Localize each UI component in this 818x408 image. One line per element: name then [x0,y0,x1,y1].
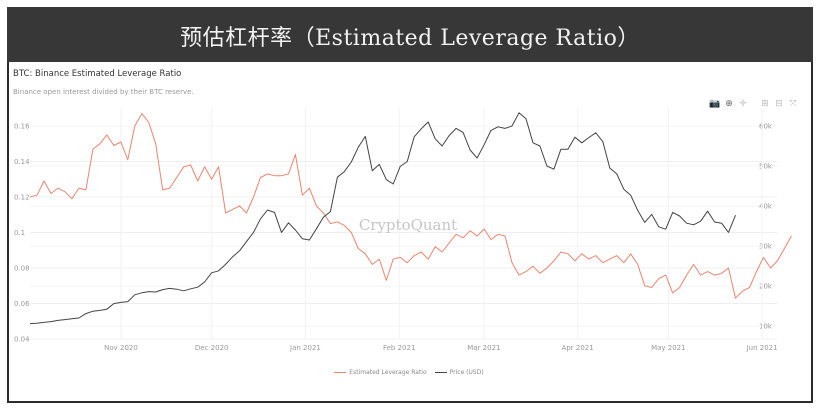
y-left-tick-label: 0.04 [14,336,30,344]
legend-label-leverage: Estimated Leverage Ratio [349,369,427,376]
chart-legend: Estimated Leverage Ratio Price (USD) [0,369,818,376]
x-tick-label: Apr 2021 [562,344,594,352]
series-line-leverage [29,113,792,299]
y-left-tick-label: 0.1 [14,229,25,237]
legend-item-leverage[interactable]: Estimated Leverage Ratio [334,369,427,376]
y-right-tick-label: 30k [759,243,773,251]
chart-subtitle: Binance open interest divided by their B… [13,88,194,96]
y-right-tick-label: 50k [759,163,773,171]
camera-icon[interactable]: 📷 [709,99,721,109]
toolbar-spacer [752,99,756,109]
chart-title: BTC: Binance Estimated Leverage Ratio [13,69,182,79]
x-tick-label: Dec 2020 [195,344,229,352]
legend-swatch-price [434,371,447,374]
y-left-tick-label: 0.16 [14,123,30,131]
series-line-price [29,112,736,325]
zoom-in-icon[interactable]: ⊞ [761,99,769,109]
x-tick-label: Feb 2021 [383,344,415,352]
legend-item-price[interactable]: Price (USD) [434,369,484,376]
y-right-tick-label: 10k [759,323,773,331]
x-tick-label: Jun 2021 [746,344,778,352]
autoscale-icon[interactable]: ⤧ [789,99,797,109]
y-right-tick-label: 40k [759,203,773,211]
page-banner: 预估杠杆率（Estimated Leverage Ratio） [7,7,813,62]
y-left-tick-label: 0.08 [14,265,30,273]
x-tick-label: May 2021 [651,344,686,352]
banner-title: 预估杠杆率（Estimated Leverage Ratio） [180,26,640,51]
legend-label-price: Price (USD) [449,369,484,376]
zoom-out-icon[interactable]: ⊟ [775,99,783,109]
x-tick-label: Jan 2021 [289,344,321,352]
watermark-logo: CryptoQuant [359,216,457,234]
pan-icon[interactable]: ✛ [739,99,747,109]
chart-toolbar: 📷 ⊕ ✛ ⊞ ⊟ ⤧ [709,98,798,110]
y-right-tick-label: 60k [759,123,773,131]
y-left-tick-label: 0.14 [14,158,30,166]
y-left-tick-label: 0.12 [14,194,30,202]
y-left-tick-label: 0.06 [14,300,30,308]
y-right-tick-label: 20k [759,283,773,291]
x-tick-label: Mar 2021 [467,344,500,352]
x-tick-label: Nov 2020 [104,344,138,352]
legend-swatch-leverage [334,371,347,374]
zoom-icon[interactable]: ⊕ [725,99,733,109]
